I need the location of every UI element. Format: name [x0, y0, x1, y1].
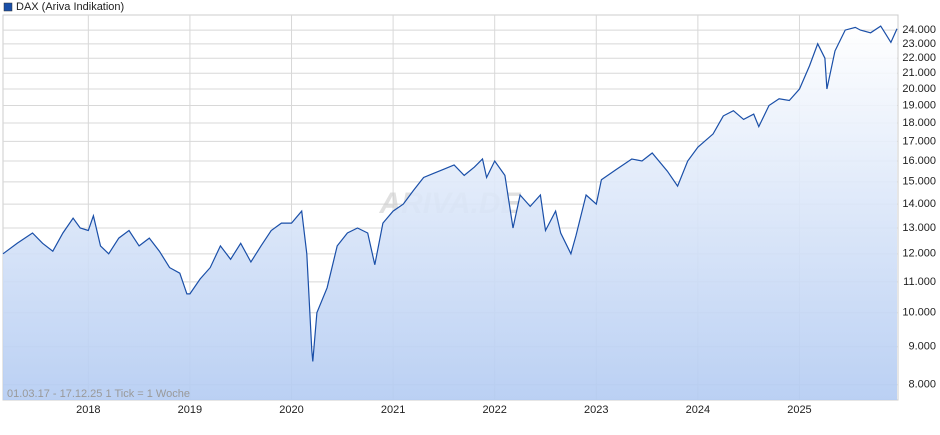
legend-swatch — [3, 2, 13, 12]
x-tick-label: 2019 — [178, 404, 202, 416]
x-tick-label: 2018 — [76, 404, 100, 416]
y-tick-label: 19.000 — [902, 99, 936, 111]
footer-note: 01.03.17 - 17.12.25 1 Tick = 1 Woche — [7, 388, 190, 400]
y-tick-label: 22.000 — [902, 52, 936, 64]
y-tick-label: 9.000 — [908, 341, 936, 353]
y-tick-label: 11.000 — [903, 276, 936, 288]
y-tick-label: 18.000 — [902, 117, 936, 129]
line — [2, 25, 898, 362]
x-tick-label: 2024 — [686, 404, 710, 416]
y-tick-label: 17.000 — [902, 135, 936, 147]
y-tick-label: 15.000 — [902, 176, 936, 188]
y-tick-label: 13.000 — [902, 222, 936, 234]
y-tick-label: 12.000 — [902, 248, 936, 260]
y-tick-label: 23.000 — [902, 38, 936, 50]
y-tick-label: 10.000 — [902, 307, 936, 319]
y-tick-label: 21.000 — [902, 67, 936, 79]
x-tick-label: 2023 — [584, 404, 608, 416]
area — [3, 26, 897, 400]
x-tick-label: 2020 — [279, 404, 303, 416]
y-tick-label: 14.000 — [902, 198, 936, 210]
x-tick-label: 2021 — [381, 404, 405, 416]
legend-label: DAX (Ariva Indikation) — [16, 1, 124, 13]
y-tick-label: 20.000 — [902, 83, 936, 95]
y-tick-label: 16.000 — [902, 155, 936, 167]
y-tick-label: 8.000 — [908, 379, 936, 391]
x-tick-label: 2025 — [787, 404, 811, 416]
x-tick-label: 2022 — [482, 404, 506, 416]
y-tick-label: 24.000 — [902, 24, 936, 36]
